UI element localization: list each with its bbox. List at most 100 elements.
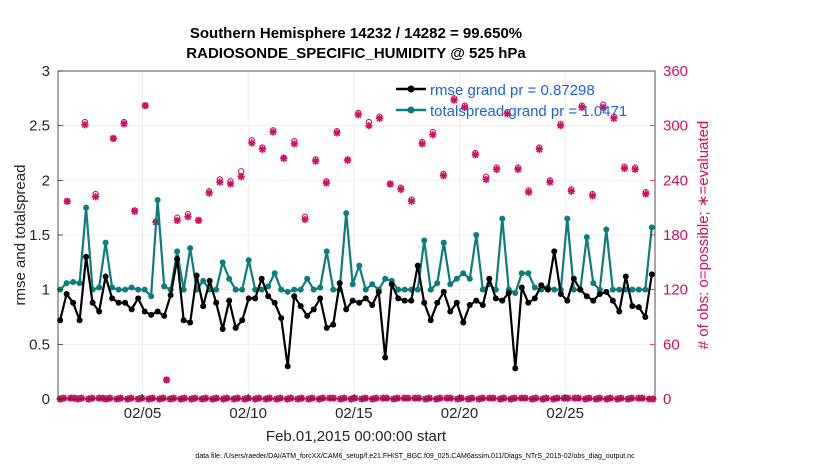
totalspread-point xyxy=(330,286,337,293)
obs-evaluated-point xyxy=(109,134,117,143)
rmse-point xyxy=(258,275,265,282)
y-tick-label-right: 240 xyxy=(663,172,688,189)
obs-evaluated-point xyxy=(81,121,89,129)
obs-evaluated-point xyxy=(372,394,380,402)
obs-evaluated-point xyxy=(269,128,277,136)
rmse-point xyxy=(180,317,187,324)
totalspread-point xyxy=(213,286,220,293)
totalspread-point xyxy=(258,286,265,293)
obs-evaluated-point xyxy=(425,394,433,402)
totalspread-point xyxy=(473,232,480,238)
rmse-point xyxy=(265,293,272,300)
totalspread-point xyxy=(226,275,233,282)
rmse-point xyxy=(375,288,382,295)
obs-evaluated-point xyxy=(574,394,582,402)
rmse-point xyxy=(369,301,376,308)
rmse-point xyxy=(570,275,577,282)
obs-evaluated-point xyxy=(514,165,522,173)
totalspread-point xyxy=(245,257,252,264)
obs-evaluated-point xyxy=(627,394,636,402)
obs-evaluated-point xyxy=(280,154,288,163)
totalspread-point xyxy=(278,286,285,293)
obs-evaluated-point xyxy=(503,110,511,118)
obs-evaluated-point xyxy=(77,394,86,402)
rmse-point xyxy=(408,297,415,304)
obs-evaluated-point xyxy=(386,180,394,188)
totalspread-point xyxy=(232,286,239,293)
obs-evaluated-point xyxy=(301,215,309,224)
rmse-point xyxy=(362,295,369,302)
totalspread-point xyxy=(128,284,135,291)
rmse-point xyxy=(635,304,642,311)
rmse-point xyxy=(479,301,486,308)
rmse-point xyxy=(226,297,233,304)
legend: rmse grand pr = 0.87298 totalspread gran… xyxy=(396,82,627,120)
x-tick-label: 02/15 xyxy=(335,405,373,422)
obs-evaluated-point xyxy=(333,129,341,137)
totalspread-point xyxy=(395,286,402,293)
obs-evaluated-point xyxy=(173,216,181,225)
obs-evaluated-point xyxy=(63,197,71,205)
obs-evaluated-point xyxy=(567,187,575,195)
totalspread-point xyxy=(122,286,129,293)
totalspread-point xyxy=(642,286,649,293)
rmse-point xyxy=(252,295,259,302)
totalspread-point xyxy=(219,259,226,266)
rmse-point xyxy=(135,295,142,302)
y-tick-label-right: 360 xyxy=(663,63,688,80)
y-tick-label-left: 3 xyxy=(42,63,50,80)
obs-evaluated-point xyxy=(170,394,178,402)
y-tick-label-left: 0 xyxy=(42,391,50,408)
obs-evaluated-point xyxy=(532,394,540,402)
rmse-point xyxy=(232,324,239,331)
obs-evaluated-point xyxy=(116,394,125,402)
rmse-point xyxy=(596,291,603,298)
totalspread-point xyxy=(518,270,525,277)
rmse-point xyxy=(96,308,103,315)
obs-evaluated-point xyxy=(429,131,437,139)
rmse-point xyxy=(336,280,343,287)
rmse-point xyxy=(427,317,434,324)
totalspread-point xyxy=(570,286,577,293)
totalspread-point xyxy=(460,270,467,277)
y-tick-label-left: 2.5 xyxy=(29,118,50,135)
rmse-point xyxy=(349,297,356,304)
obs-evaluated-point xyxy=(120,120,128,128)
rmse-point xyxy=(109,295,116,302)
totalspread-point xyxy=(596,286,603,293)
rmse-point xyxy=(609,297,616,304)
totalspread-point xyxy=(356,262,363,269)
rmse-point xyxy=(89,299,96,306)
obs-evaluated-point xyxy=(620,164,629,173)
totalspread-point xyxy=(343,210,350,217)
rmse-point xyxy=(213,299,220,306)
rmse-point xyxy=(395,295,402,302)
obs-evaluated-point xyxy=(418,140,426,148)
obs-evaluated-point xyxy=(482,175,490,184)
totalspread-point xyxy=(135,286,142,293)
rmse-point xyxy=(200,303,207,310)
rmse-point xyxy=(460,319,467,326)
y-tick-label-left: 1.5 xyxy=(29,227,50,244)
totalspread-point xyxy=(148,293,155,300)
obs-evaluated-point xyxy=(223,394,231,402)
obs-evaluated-point xyxy=(535,145,543,153)
rmse-point xyxy=(76,317,83,324)
rmse-point xyxy=(622,273,629,280)
rmse-point xyxy=(141,308,148,315)
rmse-point xyxy=(356,299,363,306)
obs-evaluated-point xyxy=(489,394,497,402)
grid xyxy=(58,71,655,399)
rmse-point xyxy=(466,301,473,308)
rmse-point xyxy=(63,291,70,298)
obs-evaluated-point xyxy=(407,197,416,205)
rmse-point xyxy=(154,308,161,315)
rmse-point xyxy=(525,299,532,306)
obs-evaluated-point xyxy=(436,394,444,402)
obs-evaluated-point xyxy=(297,394,306,402)
obs-evaluated-point xyxy=(319,394,327,402)
rmse-point xyxy=(486,275,493,282)
rmse-point xyxy=(128,306,135,313)
axis-ticks: 0 0.5 1 1.5 2 2.5 3 0 60 120 180 240 300 360 02/05 02/1… xyxy=(29,63,688,422)
obs-evaluated-point xyxy=(276,394,284,402)
